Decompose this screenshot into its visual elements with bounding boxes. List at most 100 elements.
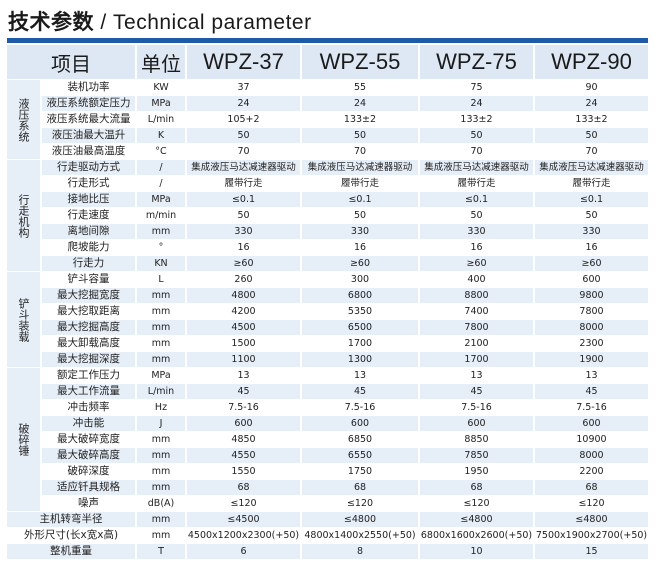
row-value: 37 xyxy=(237,82,250,93)
row-value: 45 xyxy=(302,384,418,399)
row-unit: mm xyxy=(151,434,171,445)
row-value: 50 xyxy=(585,210,598,221)
row-value: 300 xyxy=(350,274,370,285)
row-value: ≤120 xyxy=(578,498,605,509)
row-value: 75 xyxy=(470,82,483,93)
row-item: 最大破碎高度 xyxy=(42,448,135,463)
row-value: 集成液压马达减速器驱动 xyxy=(535,160,648,175)
row-value: 70 xyxy=(585,146,598,157)
row-value: 600 xyxy=(535,416,648,431)
row-value: 6850 xyxy=(347,434,373,445)
row-unit: mm xyxy=(137,224,185,239)
row-value: ≤4800 xyxy=(302,512,418,527)
table-row: 破碎锤 额定工作压力 MPa 13 13 13 13 xyxy=(7,368,648,511)
row-item: 最大挖取距离 xyxy=(57,305,120,317)
table-row: 离地间隙 mm 330 330 330 330 xyxy=(7,224,648,239)
row-value: 8000 xyxy=(535,448,648,463)
row-value: 13 xyxy=(237,370,250,381)
row-value: ≥60 xyxy=(187,256,300,271)
row-value: 8000 xyxy=(535,320,648,335)
row-value: 集成液压马达减速器驱动 xyxy=(187,160,300,175)
header-row: 项目 单位 WPZ-37 WPZ-55 WPZ-75 WPZ-90 xyxy=(7,45,648,79)
title-cn: 技术参数 xyxy=(8,10,94,34)
table-row: 液压系统最大流量 L/min 105+2 133±2 133±2 133±2 xyxy=(7,112,648,127)
row-item: 冲击能 xyxy=(42,416,135,431)
row-item: 接地比压 xyxy=(42,192,135,207)
row-value: 7500x1900x2700(+50) xyxy=(535,530,648,541)
row-value: 1500 xyxy=(231,338,256,349)
row-value: 8850 xyxy=(464,434,489,445)
row-item: 最大挖掘高度 xyxy=(42,320,135,335)
row-value: 1700 xyxy=(347,338,373,349)
row-value: 9800 xyxy=(535,288,648,303)
row-value: 2200 xyxy=(579,466,604,477)
row-value: 68 xyxy=(535,480,648,495)
row-value: 50 xyxy=(535,128,648,143)
row-unit: MPa xyxy=(137,192,185,207)
row-value: ≥60 xyxy=(535,256,648,271)
page-title: 技术参数 / Technical parameter xyxy=(8,6,312,36)
row-unit: mm xyxy=(151,338,171,349)
row-value: ≥60 xyxy=(302,256,418,271)
table-row: 液压系统 装机功率 KW 37 55 75 90 xyxy=(7,80,648,159)
row-value: 16 xyxy=(353,242,367,253)
row-item: 冲击频率 xyxy=(67,401,110,413)
title-en: Technical parameter xyxy=(113,11,312,34)
title-accent-bar xyxy=(7,38,648,43)
row-item: 爬坡能力 xyxy=(67,241,110,253)
row-value: 集成液压马达减速器驱动 xyxy=(420,160,533,175)
row-value: 7.5-16 xyxy=(228,402,259,413)
row-value: 4550 xyxy=(187,448,300,463)
row-value: 50 xyxy=(470,210,483,221)
row-value: 16 xyxy=(470,242,483,253)
row-value: 6800 xyxy=(302,288,418,303)
title-separator: / xyxy=(94,11,114,34)
row-value: 600 xyxy=(420,416,533,431)
row-value: 履带行走 xyxy=(224,178,263,189)
row-value: 13 xyxy=(470,370,483,381)
row-value: 1750 xyxy=(347,466,373,477)
row-item: 最大挖掘宽度 xyxy=(42,288,135,303)
group-label: 行走机构 xyxy=(7,160,40,271)
row-value: 13 xyxy=(585,370,598,381)
row-item: 行走驱动方式 xyxy=(42,160,135,175)
row-item: 外形尺寸(长x宽x高) xyxy=(23,529,119,541)
row-value: 330 xyxy=(535,224,648,239)
row-unit: mm xyxy=(137,320,185,335)
row-value: 1100 xyxy=(187,352,300,367)
row-unit: ° xyxy=(158,242,164,253)
table-row: 适应钎具规格 mm 68 68 68 68 xyxy=(7,480,648,495)
row-value: 履带行走 xyxy=(572,178,611,189)
row-value: 16 xyxy=(237,242,250,253)
row-value: 7400 xyxy=(464,306,489,317)
row-value: 7850 xyxy=(420,448,533,463)
row-item: 液压系统额定压力 xyxy=(42,96,135,111)
row-value: 6800x1600x2600(+50) xyxy=(420,530,533,541)
row-item: 液压油最高温度 xyxy=(51,145,126,157)
row-value: 1900 xyxy=(535,352,648,367)
row-value: 6 xyxy=(187,544,300,559)
row-value: 履带行走 xyxy=(340,178,379,189)
row-value: 5350 xyxy=(347,306,373,317)
row-value: ≤4800 xyxy=(420,512,533,527)
row-value: 50 xyxy=(420,128,533,143)
table-row: 最大挖取距离 mm 4200 5350 7400 7800 xyxy=(7,304,648,319)
row-item: 离地间隙 xyxy=(42,224,135,239)
table-row: 噪声 dB(A) ≤120 ≤120 ≤120 ≤120 xyxy=(7,496,648,511)
row-value: 8 xyxy=(302,544,418,559)
row-value: 4850 xyxy=(231,434,256,445)
table-row: 行走速度 m/min 50 50 50 50 xyxy=(7,208,648,223)
row-unit: mm xyxy=(137,448,185,463)
row-value: 1300 xyxy=(302,352,418,367)
table-row: 液压油最大温升 K 50 50 50 50 xyxy=(7,128,648,143)
row-unit: K xyxy=(137,128,185,143)
header-model: WPZ-75 xyxy=(420,45,533,79)
row-value: ≤120 xyxy=(346,498,374,509)
row-value: 4500 xyxy=(187,320,300,335)
row-value: 330 xyxy=(302,224,418,239)
row-item: 行走速度 xyxy=(67,209,110,221)
row-value: 1550 xyxy=(231,466,256,477)
row-unit: MPa xyxy=(151,370,171,381)
row-value: 2300 xyxy=(579,338,604,349)
row-value: ≥60 xyxy=(420,256,533,271)
